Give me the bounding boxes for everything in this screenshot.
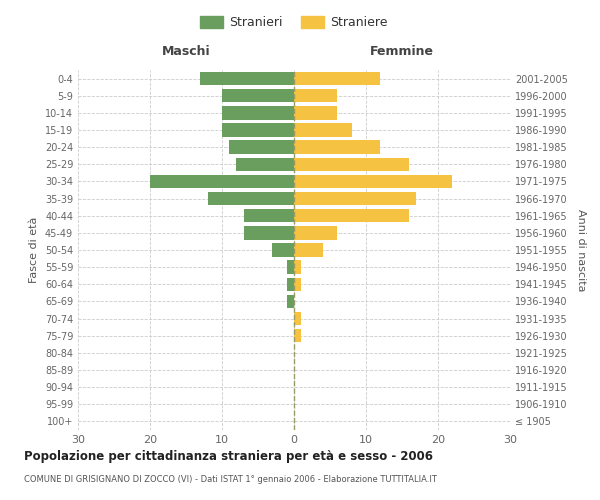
Legend: Stranieri, Straniere: Stranieri, Straniere bbox=[196, 11, 392, 34]
Bar bbox=[222, 89, 294, 102]
Bar bbox=[272, 244, 294, 256]
Bar bbox=[287, 278, 294, 291]
Bar bbox=[294, 140, 380, 154]
Bar bbox=[294, 312, 301, 326]
Y-axis label: Fasce di età: Fasce di età bbox=[29, 217, 39, 283]
Text: Popolazione per cittadinanza straniera per età e sesso - 2006: Popolazione per cittadinanza straniera p… bbox=[24, 450, 433, 463]
Bar bbox=[294, 89, 337, 102]
Text: COMUNE DI GRISIGNANO DI ZOCCO (VI) - Dati ISTAT 1° gennaio 2006 - Elaborazione T: COMUNE DI GRISIGNANO DI ZOCCO (VI) - Dat… bbox=[24, 475, 437, 484]
Bar bbox=[236, 158, 294, 171]
Bar bbox=[222, 124, 294, 136]
Y-axis label: Anni di nascita: Anni di nascita bbox=[576, 209, 586, 291]
Bar bbox=[229, 140, 294, 154]
Bar bbox=[287, 294, 294, 308]
Bar bbox=[294, 226, 337, 239]
Bar bbox=[294, 72, 380, 86]
Bar bbox=[222, 106, 294, 120]
Bar bbox=[150, 174, 294, 188]
Text: Femmine: Femmine bbox=[370, 45, 434, 58]
Bar bbox=[200, 72, 294, 86]
Bar bbox=[294, 278, 301, 291]
Bar bbox=[294, 244, 323, 256]
Bar bbox=[294, 106, 337, 120]
Bar bbox=[294, 260, 301, 274]
Bar bbox=[244, 209, 294, 222]
Bar bbox=[244, 226, 294, 239]
Bar bbox=[294, 192, 416, 205]
Bar bbox=[294, 209, 409, 222]
Bar bbox=[294, 124, 352, 136]
Bar bbox=[287, 260, 294, 274]
Bar bbox=[294, 158, 409, 171]
Bar bbox=[294, 174, 452, 188]
Text: Maschi: Maschi bbox=[161, 45, 211, 58]
Bar bbox=[294, 329, 301, 342]
Bar bbox=[208, 192, 294, 205]
